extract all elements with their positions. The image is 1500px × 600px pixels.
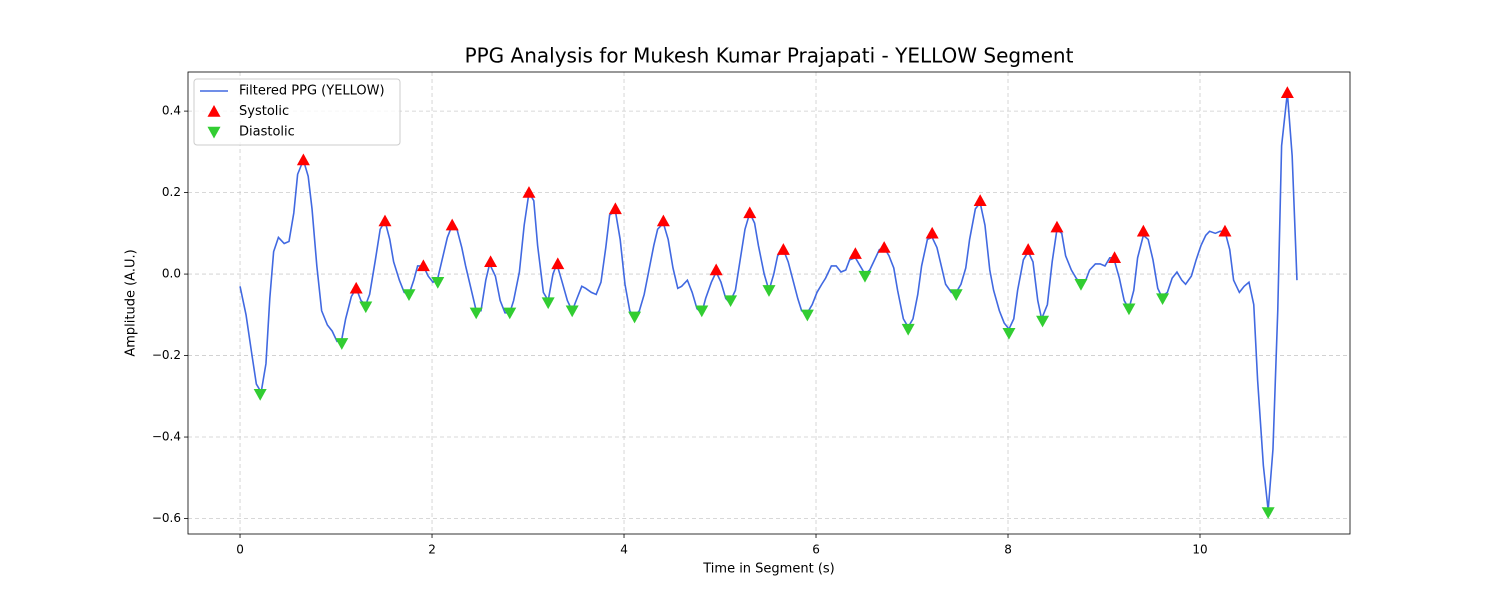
- legend-swatch: [207, 126, 221, 139]
- legend-swatch: [207, 105, 221, 117]
- systolic-marker: [484, 255, 498, 268]
- diastolic-marker: [858, 270, 872, 283]
- y-tick-label: −0.4: [152, 430, 181, 444]
- diastolic-marker: [503, 307, 517, 320]
- y-tick-label: 0.0: [162, 267, 181, 281]
- legend-box: [193, 78, 401, 146]
- systolic-marker: [709, 263, 723, 276]
- systolic-marker: [416, 259, 430, 272]
- diastolic-marker: [695, 305, 709, 318]
- grid: [188, 72, 1350, 534]
- diastolic-marker: [359, 301, 373, 314]
- systolic-marker: [1050, 220, 1064, 233]
- diastolic-marker: [469, 307, 483, 320]
- systolic-marker: [848, 247, 862, 259]
- y-tick-label: 0.4: [162, 104, 181, 118]
- x-tick-label: 10: [1192, 543, 1207, 557]
- diastolic-marker: [628, 311, 642, 324]
- diastolic-marker: [800, 309, 814, 322]
- systolic-marker: [1108, 251, 1122, 263]
- y-tick-label: −0.6: [152, 511, 181, 525]
- systolic-marker: [1021, 243, 1035, 255]
- systolic-marker: [973, 194, 987, 206]
- x-tick-label: 2: [428, 543, 436, 557]
- diastolic-marker: [901, 323, 915, 336]
- diastolic-marker: [541, 297, 555, 310]
- chart-title: PPG Analysis for Mukesh Kumar Prajapati …: [465, 44, 1074, 68]
- diastolic-marker: [431, 277, 445, 289]
- systolic-marker: [551, 257, 565, 270]
- diastolic-marker: [762, 285, 776, 297]
- systolic-marker: [1280, 86, 1294, 98]
- legend-label: Filtered PPG (YELLOW): [239, 84, 385, 99]
- plot: [239, 86, 1298, 519]
- systolic-marker: [1136, 224, 1150, 237]
- y-tick-label: 0.2: [162, 185, 181, 199]
- systolic-marker: [378, 214, 392, 227]
- y-axis-label: Amplitude (A.U.): [124, 249, 139, 356]
- plot-frame: [187, 71, 1351, 535]
- systolic-marker: [296, 153, 310, 166]
- diastolic-marker: [565, 305, 579, 318]
- systolic-marker: [349, 281, 363, 294]
- x-axis-label: Time in Segment (s): [702, 562, 834, 577]
- diastolic-marker: [402, 289, 416, 301]
- systolic-marker: [1218, 224, 1232, 237]
- systolic-marker: [445, 218, 459, 231]
- legend-label: Systolic: [239, 104, 289, 119]
- legend-label: Diastolic: [239, 125, 295, 140]
- diastolic-marker: [1036, 315, 1050, 328]
- diastolic-marker: [1261, 507, 1275, 519]
- diastolic-marker: [1002, 327, 1016, 340]
- systolic-marker: [608, 202, 622, 215]
- diastolic-marker: [949, 289, 963, 301]
- systolic-marker: [743, 206, 757, 219]
- legend: Filtered PPG (YELLOW) Systolic Diastolic: [193, 78, 401, 146]
- y-tick-label: −0.2: [152, 348, 181, 362]
- systolic-marker: [877, 241, 891, 253]
- diastolic-marker: [724, 295, 738, 308]
- diastolic-marker: [1122, 303, 1136, 316]
- systolic-marker: [656, 214, 670, 227]
- systolic-marker: [925, 226, 939, 239]
- x-tick-label: 6: [812, 543, 820, 557]
- diastolic-marker: [253, 389, 267, 401]
- diastolic-marker: [335, 338, 349, 350]
- systolic-marker: [522, 186, 536, 198]
- diastolic-marker: [1156, 293, 1170, 306]
- x-tick-label: 4: [620, 543, 628, 557]
- systolic-marker: [776, 243, 790, 255]
- x-tick-label: 0: [236, 543, 244, 557]
- x-tick-label: 8: [1004, 543, 1012, 557]
- diastolic-marker: [1074, 279, 1088, 291]
